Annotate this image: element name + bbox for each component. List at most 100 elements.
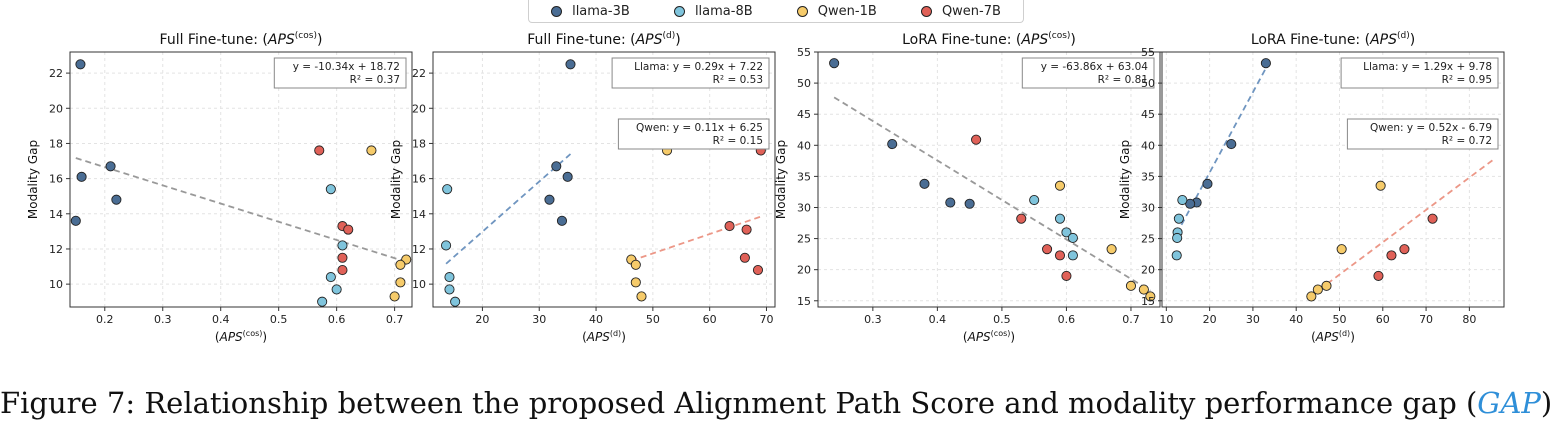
data-point-llama-8b: [1172, 232, 1183, 244]
y-tick-label: 18: [412, 137, 426, 150]
y-tick-label: 16: [49, 173, 63, 186]
caption-gap-term: GAP: [1477, 386, 1541, 420]
regression-line: [833, 96, 1151, 292]
x-tick-label: 0.4: [212, 313, 230, 326]
plot-frame: [817, 51, 1161, 308]
legend-item-llama-8b: llama-8B: [673, 3, 753, 19]
legend-label: Qwen-1B: [817, 3, 877, 19]
data-point-llama-3b: [556, 215, 568, 226]
fit-annotation-text: Qwen: y = 0.52x - 6.79: [1370, 122, 1492, 134]
data-point-llama-3b: [1202, 178, 1213, 189]
data-point-llama-3b: [551, 161, 562, 172]
fit-annotation-text: R² = 0.72: [1442, 135, 1492, 147]
panel-title: LoRA Fine-tune: (APS(cos)): [902, 31, 1076, 48]
y-tick-label: 40: [1141, 139, 1155, 152]
y-tick-label: 25: [1141, 233, 1155, 246]
data-point-llama-3b: [1260, 58, 1271, 69]
data-point-qwen-1b: [1375, 180, 1386, 191]
data-point-llama-8b: [444, 284, 455, 295]
data-point-llama-3b: [75, 59, 86, 70]
y-tick-label: 16: [412, 173, 426, 186]
scatter-panel-4: 10 20 30 40 50 60 70 80 15 20 25 30 35 40 45 50 55 Llama:…: [1118, 31, 1505, 344]
x-tick-label: 50: [646, 313, 660, 326]
fit-annotation-text: Llama: y = 0.29x + 7.22: [634, 61, 763, 73]
fit-annotation-box: [273, 57, 407, 89]
y-tick-label: 50: [1141, 77, 1155, 90]
x-tick-label: 70: [1419, 313, 1433, 326]
y-tick-label: 20: [49, 102, 63, 115]
data-point-llama-3b: [111, 194, 122, 205]
x-tick-label: 0.6: [1058, 313, 1076, 326]
fit-annotation-text: R² = 0.53: [713, 74, 763, 86]
panel-title: Full Fine-tune: (APS(d)): [527, 31, 680, 48]
x-tick-label: 40: [1289, 313, 1303, 326]
fit-annotation-text: Qwen: y = 0.11x + 6.25: [636, 122, 763, 134]
regression-line: [630, 215, 762, 262]
x-tick-label: 0.5: [270, 313, 288, 326]
x-tick-label: 0.3: [154, 313, 172, 326]
y-tick-label: 45: [797, 108, 811, 121]
y-axis-label: Modality Gap: [26, 140, 40, 219]
figure-caption: Figure 7: Relationship between the propo…: [0, 386, 1550, 420]
y-tick-label: 18: [49, 137, 63, 150]
data-point-llama-3b: [70, 215, 81, 226]
data-point-llama-3b: [964, 198, 975, 209]
data-point-qwen-1b: [630, 277, 641, 288]
x-tick-label: 60: [703, 313, 717, 326]
data-point-llama-8b: [450, 296, 461, 307]
y-tick-label: 35: [797, 170, 811, 183]
legend-marker: [796, 5, 808, 17]
x-axis-label: (APS(cos)): [963, 329, 1015, 344]
x-axis-label: (APS(d)): [582, 329, 626, 344]
data-point-llama-3b: [76, 171, 87, 182]
legend-item-llama-3b: llama-3B: [551, 4, 630, 19]
y-tick-label: 10: [49, 278, 63, 291]
data-point-qwen-1b: [1306, 291, 1317, 302]
y-tick-label: 55: [1141, 46, 1155, 59]
fit-annotation-text: R² = 0.15: [713, 135, 763, 147]
x-tick-label: 0.5: [993, 313, 1011, 326]
data-point-llama-8b: [1173, 213, 1184, 224]
y-tick-label: 14: [412, 208, 426, 221]
data-point-llama-8b: [1067, 250, 1078, 261]
x-tick-label: 60: [1376, 313, 1390, 326]
data-point-qwen-7b: [1427, 213, 1438, 224]
data-point-llama-3b: [887, 138, 898, 150]
y-tick-label: 35: [1141, 170, 1155, 183]
legend-marker: [920, 5, 932, 17]
fit-annotation-box: [1346, 118, 1499, 150]
y-tick-label: 12: [412, 243, 426, 256]
x-tick-label: 30: [1246, 313, 1260, 326]
data-point-qwen-1b: [1312, 284, 1323, 295]
y-tick-label: 12: [49, 243, 63, 256]
y-tick-label: 22: [49, 67, 63, 80]
x-tick-label: 20: [1203, 313, 1217, 326]
data-point-qwen-7b: [752, 265, 764, 276]
data-point-qwen-7b: [1061, 270, 1072, 281]
x-axis-label: (APS(d)): [1311, 329, 1355, 344]
data-point-qwen-1b: [1145, 291, 1156, 302]
caption-prefix: Figure 7: Relationship between the propo…: [0, 386, 1478, 420]
legend-label: llama-8B: [694, 3, 753, 19]
y-tick-label: 40: [797, 139, 811, 152]
fit-annotation-text: R² = 0.95: [1442, 74, 1492, 86]
data-point-qwen-1b: [636, 291, 647, 302]
data-point-qwen-1b: [630, 259, 641, 270]
data-point-qwen-1b: [366, 145, 377, 156]
data-point-llama-8b: [317, 296, 328, 307]
x-tick-label: 0.3: [864, 313, 882, 326]
plot-frame: [432, 51, 776, 308]
legend-item-qwen-7b: Qwen-7B: [920, 4, 1001, 19]
data-point-qwen-7b: [343, 224, 354, 235]
data-point-qwen-7b: [337, 252, 348, 263]
fit-annotation-box: [1021, 57, 1155, 89]
data-point-qwen-7b: [1054, 250, 1066, 261]
chart-legend: llama-3B llama-8B Qwen-1B Qwen-7B: [528, 0, 1024, 23]
legend-marker: [551, 5, 563, 17]
x-tick-label: 30: [532, 313, 546, 326]
plot-frame: [69, 51, 413, 308]
y-tick-label: 20: [797, 264, 811, 277]
y-axis-label: Modality Gap: [1118, 140, 1132, 219]
x-tick-label: 20: [475, 313, 489, 326]
data-point-llama-8b: [325, 272, 336, 283]
